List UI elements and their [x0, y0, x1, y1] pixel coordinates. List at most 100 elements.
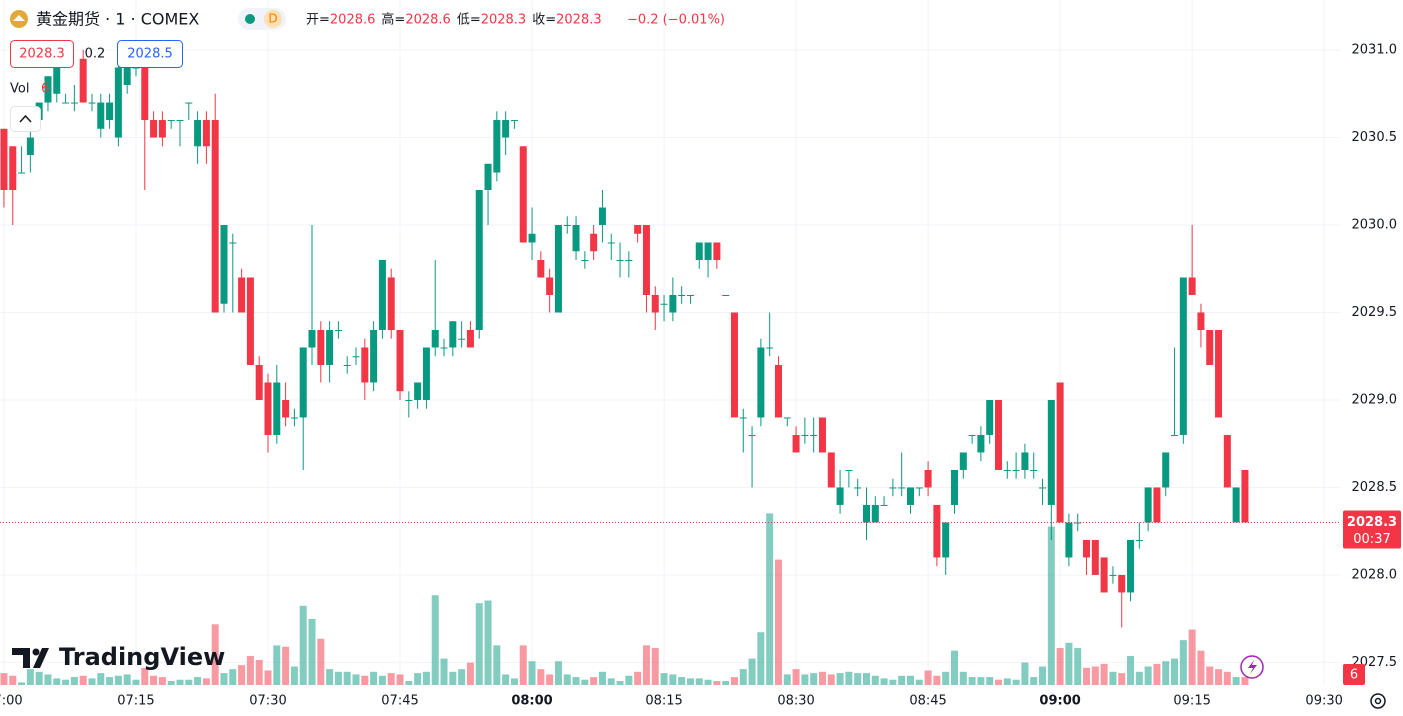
settings-icon-inner — [1374, 697, 1382, 705]
last-price-box — [1343, 510, 1401, 549]
volume-bar — [1083, 667, 1091, 685]
volume-bar — [862, 673, 870, 685]
volume-bar — [906, 675, 914, 685]
volume-bar — [62, 679, 70, 685]
volume-bar — [968, 677, 976, 685]
candle-body — [942, 522, 950, 558]
candle-body — [854, 487, 862, 489]
candle-body — [739, 417, 747, 419]
volume-bar — [977, 677, 985, 685]
volume-bar — [440, 658, 448, 685]
volume-last-label: 6 — [1350, 668, 1358, 683]
ask-button[interactable] — [117, 40, 183, 68]
candle-body — [581, 260, 589, 262]
volume-bar — [995, 679, 1003, 685]
badge-circle — [264, 10, 282, 28]
logo-mark — [12, 648, 49, 668]
candle-body — [1215, 329, 1223, 418]
candle-body — [713, 242, 721, 261]
symbol-title[interactable]: 黄金期货 · 1 · COMEX — [36, 10, 199, 29]
last-price-label: 2028.3 — [1347, 515, 1397, 530]
volume-bar — [642, 645, 650, 685]
candle-body — [53, 67, 61, 94]
candle-body — [537, 260, 545, 278]
volume-bar — [326, 669, 334, 685]
candle-body — [1171, 434, 1179, 436]
candle-body — [1144, 487, 1152, 523]
volume-bar — [774, 559, 782, 685]
axes: 2027.52028.02028.52029.02029.52030.02030… — [0, 43, 1401, 709]
x-tick-label: 07:00 — [0, 694, 23, 709]
volume-bar — [1135, 671, 1143, 685]
volume-bar — [792, 669, 800, 685]
volume-bar — [563, 674, 571, 685]
candle-body — [1003, 469, 1011, 471]
collapse-button[interactable] — [10, 106, 41, 132]
volume-bar — [194, 677, 202, 685]
candle-body — [871, 504, 879, 523]
volume-bar — [1003, 678, 1011, 685]
candle-body — [1109, 574, 1117, 576]
change: −0.2 (−0.01%) — [627, 13, 725, 28]
candle-body — [229, 242, 237, 244]
volume-bar — [598, 671, 606, 685]
symbol-icon-shape — [13, 15, 25, 21]
candle-body — [238, 277, 246, 313]
y-tick-label: 2029.0 — [1352, 392, 1398, 407]
candle-body — [26, 137, 34, 156]
volume-label: Vol — [10, 82, 29, 97]
volume-bar — [44, 674, 52, 685]
volume-bar — [290, 666, 298, 685]
candle-body — [546, 277, 554, 295]
volume-bar — [282, 646, 290, 685]
candle-body — [1153, 487, 1161, 523]
candle-body — [44, 76, 52, 103]
candle-body — [730, 312, 738, 418]
candle-body — [1162, 452, 1170, 488]
candle-body — [995, 399, 1003, 470]
volume-bar — [493, 645, 501, 685]
alert-bolt — [1248, 660, 1257, 674]
candle-body — [449, 321, 457, 348]
volume-bar — [581, 679, 589, 685]
volume-bar — [554, 661, 562, 685]
volume-bar — [1074, 648, 1082, 685]
candle-body — [246, 277, 254, 365]
volume-bar — [1039, 666, 1047, 685]
logo-text: TradingView — [59, 643, 225, 671]
candle-body — [1241, 469, 1249, 523]
volume-bar — [854, 673, 862, 685]
candle-body — [845, 469, 853, 471]
candle-body — [1135, 539, 1143, 541]
candle-body — [695, 242, 703, 261]
volume-bar — [370, 671, 378, 685]
volume-bar — [176, 679, 184, 685]
candle-body — [924, 469, 932, 488]
candle-body — [889, 487, 897, 489]
badge-text: D — [268, 12, 277, 26]
candle-body — [422, 347, 430, 400]
candle-body — [1188, 277, 1196, 295]
candle-body — [123, 67, 131, 86]
volume-bar — [475, 603, 483, 685]
y-tick-label: 2030.0 — [1352, 218, 1398, 233]
volume-bar — [317, 638, 325, 685]
candles — [0, 50, 1249, 628]
logo-dot — [32, 648, 40, 656]
bid-button[interactable] — [10, 40, 74, 68]
volume-bar — [915, 679, 923, 685]
volume-bar — [97, 673, 105, 685]
volume-bar — [1065, 642, 1073, 685]
volume-bar — [352, 674, 360, 685]
y-tick-label: 2028.5 — [1352, 480, 1398, 495]
candle-body — [1039, 487, 1047, 489]
candle-body — [642, 225, 650, 295]
candle-body — [818, 417, 826, 453]
candle-body — [678, 294, 686, 296]
volume-bar — [114, 675, 122, 685]
settings-icon[interactable] — [1370, 693, 1386, 709]
candle-body — [167, 120, 175, 122]
volume-bar — [572, 677, 580, 685]
ohlc-value: 2028.3 — [556, 13, 602, 28]
